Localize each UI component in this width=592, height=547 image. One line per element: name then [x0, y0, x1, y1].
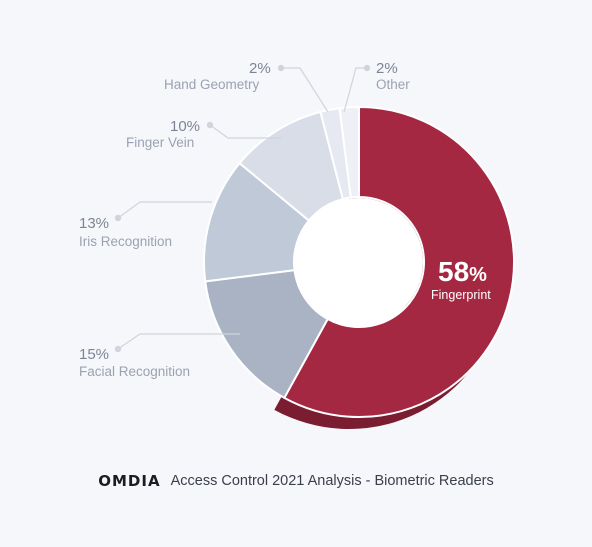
iris-recognition-leader-dot	[114, 214, 122, 222]
other-leader-line	[343, 67, 367, 113]
chart-caption: Access Control 2021 Analysis - Biometric…	[170, 473, 494, 489]
iris-recognition-percent: 13%	[79, 215, 109, 232]
other-label: Other	[376, 77, 410, 92]
fingerprint-label: Fingerprint	[431, 288, 491, 302]
facial-recognition-label: Facial Recognition	[79, 364, 190, 379]
finger-vein-label: Finger Vein	[126, 135, 194, 150]
finger-vein-leader-dot	[206, 121, 214, 129]
slice-facial-recognition	[204, 269, 329, 399]
omdia-logo: OMDIA	[98, 472, 161, 490]
other-leader-dot	[363, 64, 371, 72]
facial-recognition-leader-dot	[114, 345, 122, 353]
iris-recognition-label: Iris Recognition	[79, 234, 172, 249]
finger-vein-percent: 10%	[170, 118, 200, 135]
facial-recognition-leader-line	[117, 333, 240, 350]
slice-iris-recognition	[203, 162, 310, 283]
hand-geometry-leader-dot	[277, 64, 285, 72]
hand-geometry-label: Hand Geometry	[164, 77, 260, 92]
slice-fingerprint	[283, 106, 515, 418]
hand-geometry-leader-line	[281, 67, 329, 113]
facial-recognition-percent: 15%	[79, 346, 109, 363]
fingerprint-percent-symbol: %	[469, 264, 487, 286]
donut-hole	[295, 198, 423, 326]
iris-recognition-leader-line	[117, 201, 212, 219]
finger-vein-leader-line	[209, 124, 282, 139]
other-percent: 2%	[376, 60, 398, 77]
footer: OMDIA Access Control 2021 Analysis - Bio…	[0, 472, 592, 490]
slice-other	[338, 106, 360, 199]
hand-geometry-percent: 2%	[249, 60, 271, 77]
